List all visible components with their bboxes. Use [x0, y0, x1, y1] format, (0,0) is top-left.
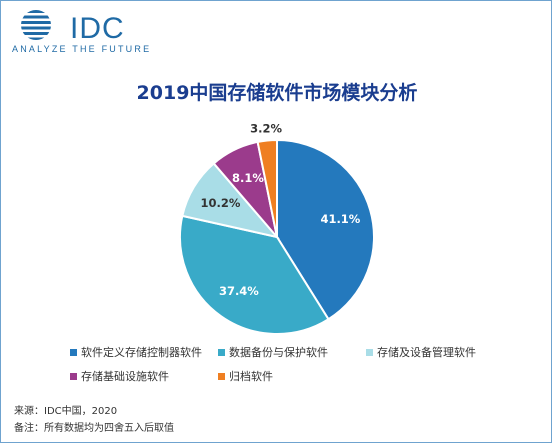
chart-title: 2019中国存储软件市场模块分析 [136, 82, 418, 104]
legend-item-archive: 归档软件 [218, 368, 273, 384]
pie-chart: 41.1% 37.4% 10.2% 8.1% 3.2% [179, 122, 375, 335]
legend-label: 数据备份与保护软件 [229, 346, 328, 359]
legend-label: 归档软件 [229, 370, 273, 383]
legend-item-management: 存储及设备管理软件 [366, 344, 476, 360]
legend-item-backup: 数据备份与保护软件 [218, 344, 366, 360]
legend-item-infrastructure: 存储基础设施软件 [70, 368, 218, 384]
legend-label: 存储及设备管理软件 [377, 346, 476, 359]
data-label: 10.2% [200, 196, 240, 210]
data-label: 37.4% [219, 284, 259, 298]
slice-backup [179, 214, 330, 335]
legend-label: 存储基础设施软件 [81, 370, 169, 383]
slice-archive [256, 138, 278, 238]
legend-swatch [218, 372, 225, 380]
data-label: 41.1% [320, 212, 360, 226]
legend-swatch [70, 348, 77, 356]
legend-label: 软件定义存储控制器软件 [81, 346, 202, 359]
legend-row-2: 存储基础设施软件 归档软件 [70, 368, 510, 384]
idc-logo: IDC ANALYZE THE FUTURE [10, 8, 150, 56]
legend-swatch [70, 372, 77, 380]
logo-wordmark: IDC [70, 12, 125, 45]
legend-swatch [218, 348, 225, 356]
rounding-note: 备注：所有数据均为四舍五入后取值 [14, 423, 174, 434]
logo-tagline: ANALYZE THE FUTURE [12, 44, 152, 54]
footer: 来源：IDC中国，2020 备注：所有数据均为四舍五入后取值 [14, 403, 174, 437]
legend-swatch [366, 348, 373, 356]
legend: 软件定义存储控制器软件 数据备份与保护软件 存储及设备管理软件 存储基础设施软件… [70, 344, 510, 392]
globe-icon [21, 10, 51, 40]
legend-row-1: 软件定义存储控制器软件 数据备份与保护软件 存储及设备管理软件 [70, 344, 510, 360]
source-note: 来源：IDC中国，2020 [14, 406, 118, 417]
legend-item-sds: 软件定义存储控制器软件 [70, 344, 218, 360]
data-label: 8.1% [232, 171, 264, 185]
data-label: 3.2% [250, 122, 282, 136]
